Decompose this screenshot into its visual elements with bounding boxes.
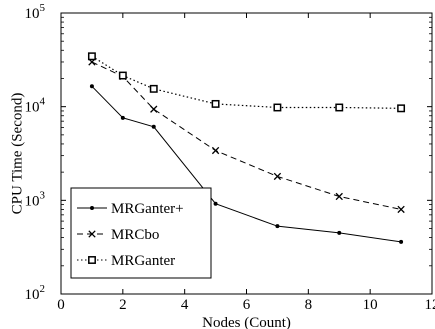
data-point [87,52,96,61]
series-line [91,61,402,210]
data-point [150,105,158,113]
x-tick-label: 6 [243,297,251,313]
series-mrganter [89,84,404,244]
x-axis-title: Nodes (Count) [202,315,291,329]
data-point [151,124,156,129]
x-tick-label: 12 [425,297,435,313]
series-mrganter [87,52,406,113]
y-tick-label: 105 [25,2,46,22]
legend-marker [88,256,96,264]
data-point [397,205,405,214]
series-layer [87,52,406,244]
data-point [275,224,280,229]
legend-item: MRGanter+ [77,201,184,217]
data-point [335,103,344,112]
data-point [337,230,342,235]
x-tick-label: 10 [363,297,378,313]
series-line [91,55,402,109]
legend-label: MRGanter+ [111,201,184,217]
legend-marker [88,230,96,238]
data-point [273,103,282,112]
y-tick-label: 103 [25,189,46,209]
data-point [211,99,220,108]
x-tick-label: 8 [305,297,313,313]
data-point [213,201,218,206]
y-tick-label: 104 [25,96,46,116]
y-axis-title: CPU Time (Second) [9,93,25,215]
legend-label: MRCbo [111,227,159,243]
data-point [335,192,343,201]
legend-label: MRGanter [111,253,175,269]
data-point [89,84,94,89]
x-tick-label: 4 [181,297,189,313]
data-point [211,146,220,155]
y-tick-label: 102 [25,283,46,303]
legend-marker [90,206,94,210]
data-point [273,172,282,181]
data-point [118,71,127,80]
x-tick-label: 2 [119,297,127,313]
legend-item: MRGanter [77,253,175,269]
data-point [399,239,404,244]
data-point [120,115,125,120]
x-tick-label: 0 [57,297,65,313]
legend: MRGanter+ MRCbo MRGanter [70,187,212,279]
legend-item: MRCbo [77,227,159,243]
data-point [397,104,406,113]
data-point [149,84,158,93]
